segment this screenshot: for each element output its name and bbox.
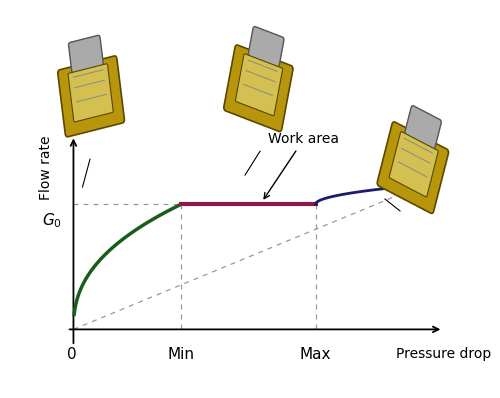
FancyBboxPatch shape [68, 64, 113, 122]
FancyBboxPatch shape [236, 54, 282, 116]
FancyBboxPatch shape [248, 27, 284, 67]
Text: Pressure drop: Pressure drop [396, 347, 491, 361]
FancyBboxPatch shape [224, 45, 293, 131]
FancyBboxPatch shape [58, 56, 124, 137]
FancyBboxPatch shape [68, 35, 103, 73]
Text: Max: Max [300, 347, 332, 362]
Text: 0: 0 [67, 347, 76, 362]
Text: Flow rate: Flow rate [40, 135, 54, 200]
FancyBboxPatch shape [405, 105, 442, 149]
FancyBboxPatch shape [377, 122, 448, 213]
FancyBboxPatch shape [390, 132, 438, 197]
Text: Min: Min [168, 347, 194, 362]
Text: $G_0$: $G_0$ [42, 212, 62, 230]
Text: Work area: Work area [264, 132, 340, 199]
